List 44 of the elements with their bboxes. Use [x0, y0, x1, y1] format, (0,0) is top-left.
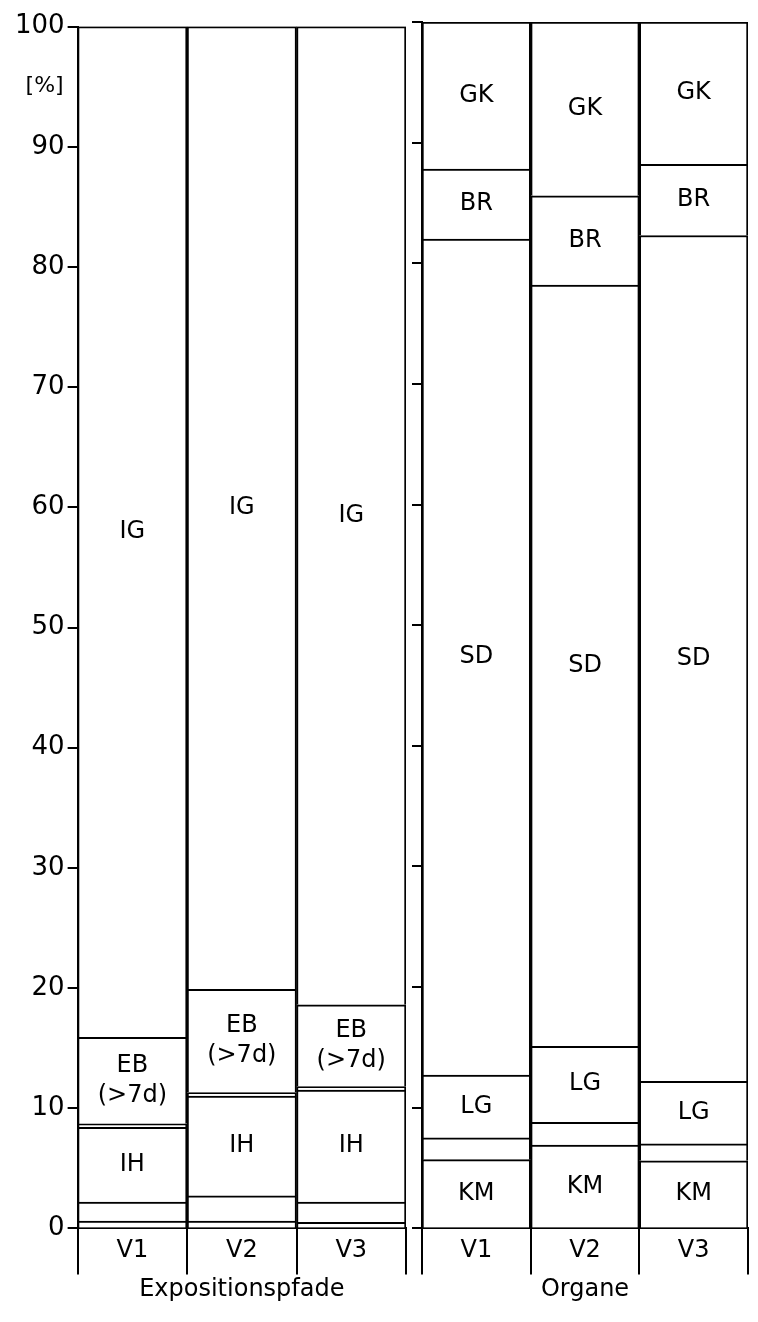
y-tick-label: 30	[31, 850, 65, 881]
y-tick-label: 20	[31, 970, 65, 1001]
x-tick-label: V2	[225, 1235, 258, 1264]
text: IG	[228, 492, 255, 521]
text: IH	[338, 1130, 364, 1159]
series-label: GK	[459, 79, 495, 108]
y-axis-title: [%]	[25, 72, 64, 98]
series-label: BR	[459, 188, 493, 217]
text: IG	[338, 499, 365, 528]
text: IH	[229, 1130, 255, 1159]
y-tick-label: 100	[14, 9, 65, 40]
x-tick-label: V1	[460, 1235, 493, 1264]
text: BR	[568, 224, 602, 253]
series-label: SD	[568, 649, 602, 678]
x-axis-title: Organe	[540, 1273, 630, 1302]
y-tick-label: 0	[48, 1211, 65, 1242]
y-tick-label: 50	[31, 610, 65, 641]
x-tick-label: V3	[335, 1235, 368, 1264]
x-tick-label: V1	[116, 1235, 149, 1264]
x-axis-title: Expositionspfade	[139, 1273, 345, 1302]
text: KM	[566, 1170, 604, 1199]
text: EB (>7d)	[207, 1010, 277, 1069]
y-tick-label: 60	[31, 490, 65, 521]
y-tick-label: 90	[31, 129, 65, 160]
series-label: LG	[677, 1096, 710, 1125]
y-tick-label: 80	[31, 249, 65, 280]
text: LG	[569, 1068, 601, 1097]
text: EB (>7d)	[97, 1049, 168, 1108]
series-label: EB (>7d)	[316, 1014, 386, 1073]
text: GK	[567, 93, 603, 122]
text: SD	[459, 641, 494, 670]
y-tick-label: 10	[31, 1090, 65, 1121]
text: KM	[458, 1177, 495, 1206]
series-label: IH	[119, 1148, 145, 1177]
x-tick-label: V3	[677, 1235, 710, 1264]
text: GK	[676, 77, 711, 106]
text: BR	[677, 184, 711, 213]
series-label: IG	[119, 516, 146, 545]
text: SD	[676, 642, 711, 671]
y-tick-label: 70	[31, 369, 65, 400]
x-tick-label: V2	[569, 1235, 601, 1264]
text: LG	[460, 1090, 493, 1119]
y-tick-label: 40	[31, 730, 65, 761]
series-label: KM	[675, 1178, 712, 1207]
